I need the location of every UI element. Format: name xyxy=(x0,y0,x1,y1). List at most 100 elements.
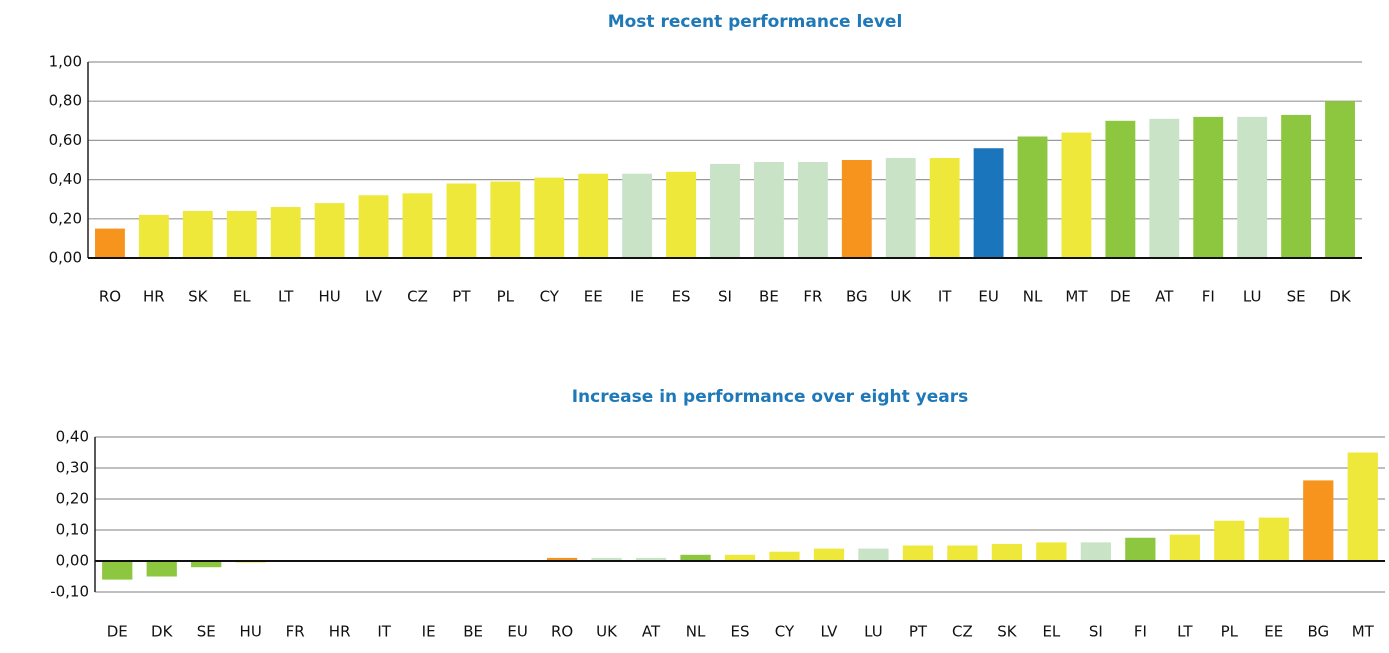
y-tick-label: 0,30 xyxy=(56,459,89,477)
bar xyxy=(102,561,133,580)
bar xyxy=(1214,520,1245,561)
y-tick-label: 0,40 xyxy=(49,170,82,188)
x-tick-label: DE xyxy=(107,623,128,641)
x-tick-label: DE xyxy=(1110,288,1131,306)
chart-title: Increase in performance over eight years xyxy=(572,387,969,407)
x-tick-label: MT xyxy=(1065,288,1088,306)
y-tick-label: 0,60 xyxy=(49,131,82,149)
bar xyxy=(191,561,222,568)
bar xyxy=(1325,101,1355,258)
bar xyxy=(973,148,1004,258)
x-tick-label: HU xyxy=(318,288,340,306)
bar xyxy=(841,160,872,258)
x-tick-label: CY xyxy=(775,623,795,641)
x-tick-label: AT xyxy=(1155,288,1174,306)
x-tick-label: CZ xyxy=(407,288,428,306)
x-tick-label: HR xyxy=(329,623,351,641)
x-tick-label: EU xyxy=(978,288,998,306)
x-tick-label: HR xyxy=(143,288,165,306)
bar xyxy=(813,548,845,561)
x-tick-label: FR xyxy=(803,288,822,306)
bar xyxy=(226,210,257,258)
bar xyxy=(1149,118,1180,258)
x-tick-label: AT xyxy=(642,623,661,641)
x-tick-label: LU xyxy=(864,623,883,641)
x-tick-label: BE xyxy=(759,288,779,306)
bar xyxy=(797,161,828,258)
x-tick-label: HU xyxy=(240,623,262,641)
bar xyxy=(591,557,622,561)
x-tick-label: EL xyxy=(233,288,251,306)
y-tick-label: 1,00 xyxy=(49,53,82,71)
x-tick-label: CZ xyxy=(952,623,973,641)
x-tick-label: RO xyxy=(99,288,121,306)
y-tick-label: 0,00 xyxy=(56,552,89,570)
x-tick-label: UK xyxy=(890,288,912,306)
bar xyxy=(182,210,213,258)
x-tick-label: BG xyxy=(1307,623,1329,641)
x-tick-label: LU xyxy=(1243,288,1262,306)
bar xyxy=(769,551,800,561)
bar xyxy=(546,557,578,561)
x-tick-label: LV xyxy=(820,623,838,641)
bar xyxy=(858,548,889,561)
bar xyxy=(358,195,389,258)
x-tick-label: IE xyxy=(422,623,436,641)
x-tick-label: SK xyxy=(997,623,1018,641)
bar xyxy=(1193,116,1224,258)
bar xyxy=(146,561,177,577)
x-tick-label: SI xyxy=(1089,623,1103,641)
bar xyxy=(753,161,784,258)
x-tick-label: SI xyxy=(718,288,732,306)
x-tick-label: PT xyxy=(452,288,471,306)
bar xyxy=(314,203,345,258)
bar xyxy=(902,545,934,561)
x-tick-label: BG xyxy=(846,288,868,306)
bar xyxy=(710,163,740,258)
bar xyxy=(1036,542,1067,561)
x-tick-label: FR xyxy=(286,623,305,641)
x-tick-label: PT xyxy=(909,623,928,641)
bar xyxy=(947,545,978,561)
x-tick-label: DK xyxy=(1329,288,1352,306)
x-tick-label: BE xyxy=(463,623,483,641)
x-tick-label: LT xyxy=(278,288,294,306)
x-tick-label: PL xyxy=(497,288,515,306)
chart-title: Most recent performance level xyxy=(608,12,903,32)
y-tick-label: -0,10 xyxy=(50,583,89,601)
bar xyxy=(402,193,433,258)
x-tick-label: LT xyxy=(1177,623,1193,641)
x-tick-label: LV xyxy=(365,288,383,306)
bar xyxy=(680,554,711,561)
y-tick-label: 0,20 xyxy=(56,490,89,508)
x-tick-label: EE xyxy=(1264,623,1283,641)
bar xyxy=(446,183,477,258)
bar xyxy=(1061,132,1092,258)
bar xyxy=(1169,534,1200,561)
bar xyxy=(622,173,653,258)
x-tick-label: DK xyxy=(151,623,174,641)
bar xyxy=(1347,452,1378,561)
bar xyxy=(1281,114,1312,258)
bar xyxy=(1303,480,1334,561)
x-tick-label: MT xyxy=(1352,623,1375,641)
bar xyxy=(490,181,521,258)
bar xyxy=(95,228,125,258)
x-tick-label: NL xyxy=(686,623,706,641)
x-tick-label: UK xyxy=(596,623,618,641)
bar xyxy=(1258,517,1289,561)
x-tick-label: IT xyxy=(377,623,391,641)
y-tick-label: 0,40 xyxy=(56,428,89,446)
x-tick-label: NL xyxy=(1023,288,1043,306)
x-tick-label: ES xyxy=(672,288,691,306)
y-tick-label: 0,00 xyxy=(49,249,82,267)
y-tick-label: 0,20 xyxy=(49,209,82,227)
x-tick-label: EL xyxy=(1042,623,1060,641)
bar xyxy=(138,214,169,258)
x-tick-label: RO xyxy=(551,623,573,641)
bar xyxy=(635,557,667,561)
bar xyxy=(578,173,609,258)
bar xyxy=(991,543,1023,561)
x-tick-label: IE xyxy=(630,288,644,306)
x-tick-label: SE xyxy=(1287,288,1306,306)
